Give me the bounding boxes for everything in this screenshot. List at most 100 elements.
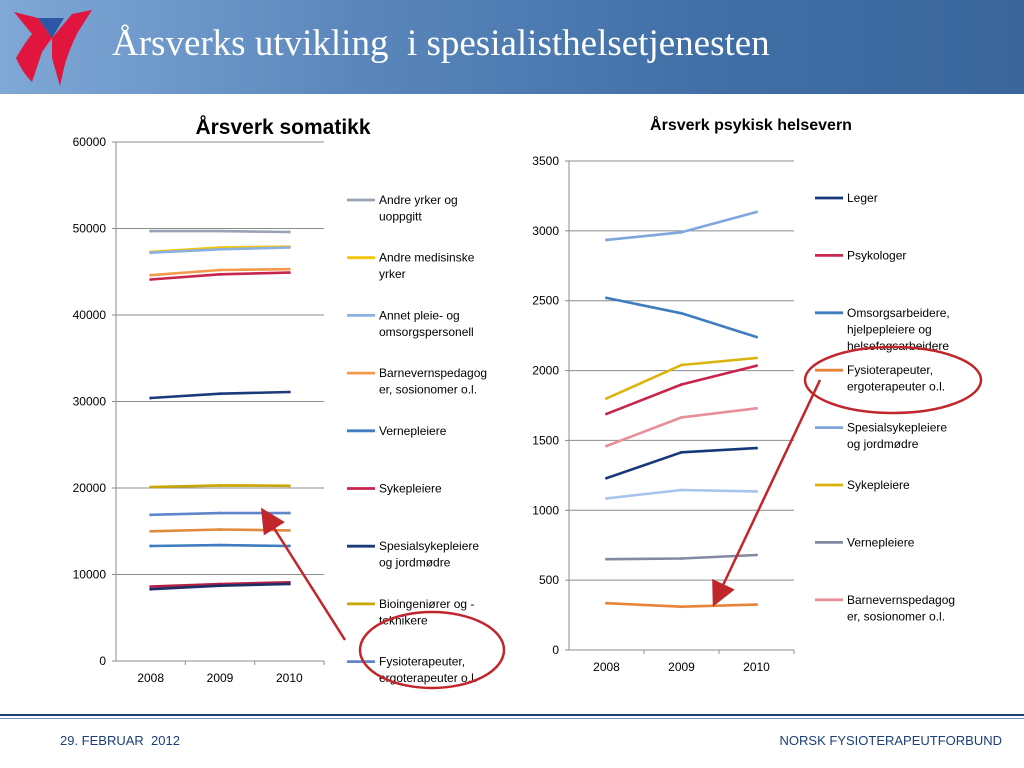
data-point (149, 529, 153, 533)
data-point (218, 584, 222, 588)
data-point (149, 229, 153, 233)
data-point (680, 363, 683, 367)
data-point (605, 476, 608, 480)
y-tick-label: 0 (552, 643, 559, 657)
data-point (755, 406, 758, 410)
data-point (149, 278, 153, 281)
legend-label: Spesialsykepleiere (847, 421, 947, 435)
data-point (149, 513, 153, 517)
x-tick-label: 2008 (593, 660, 620, 674)
legend-label: Spesialsykepleiere (379, 539, 479, 553)
data-point (287, 246, 291, 249)
data-point (755, 553, 758, 557)
x-tick-label: 2010 (276, 671, 303, 685)
legend-label: teknikere (379, 613, 428, 627)
data-point (755, 356, 758, 360)
data-point (218, 392, 222, 396)
y-tick-label: 2000 (532, 364, 559, 378)
data-point (605, 296, 608, 300)
data-point (218, 247, 222, 251)
slide-header: Årsverks utvikling i spesialisthelsetjen… (0, 0, 1024, 94)
x-tick-label: 2009 (668, 660, 695, 674)
y-tick-label: 0 (99, 654, 106, 668)
legend-label: Sykepleiere (847, 478, 910, 492)
legend-label: ergoterapeuter o.l. (847, 380, 945, 394)
legend-label: Andre medisinske (379, 251, 475, 265)
data-point (149, 544, 153, 548)
data-point (149, 251, 153, 255)
data-point (755, 490, 758, 493)
data-point (680, 605, 683, 609)
data-point (149, 396, 153, 400)
data-point (605, 412, 608, 416)
data-point (287, 230, 291, 234)
footer-organization: NORSK FYSIOTERAPEUTFORBUND (779, 733, 1002, 748)
y-tick-label: 50000 (73, 222, 107, 236)
chart-title: Årsverk somatikk (195, 115, 370, 139)
legend-label: og jordmødre (379, 556, 451, 570)
data-point (680, 450, 683, 454)
x-tick-label: 2010 (743, 660, 770, 674)
data-point (287, 484, 291, 488)
data-point (605, 444, 608, 448)
data-point (218, 484, 222, 487)
data-point (287, 511, 291, 515)
data-point (755, 210, 758, 214)
legend-label: Barnevernspedagog (847, 593, 955, 607)
legend-label: Vernepleiere (379, 424, 447, 438)
data-point (218, 268, 222, 272)
y-tick-label: 3000 (532, 224, 559, 238)
legend-label: er, sosionomer o.l. (847, 609, 945, 623)
footer-rule-thin (0, 718, 1024, 719)
data-point (149, 585, 153, 589)
legend-label: uoppgitt (379, 210, 422, 224)
legend-label: yrker (379, 267, 406, 281)
data-point (287, 528, 291, 532)
legend-label: Annet pleie- og (379, 308, 460, 322)
x-tick-label: 2008 (137, 671, 164, 685)
data-point (218, 528, 222, 531)
legend-label: ergoterapeuter o.l. (379, 671, 477, 685)
legend-label: hjelpepleiere og (847, 322, 932, 336)
data-point (149, 273, 153, 277)
legend-label: og jordmødre (847, 437, 919, 451)
legend-label: Vernepleiere (847, 535, 915, 549)
y-tick-label: 20000 (73, 481, 107, 495)
y-tick-label: 1000 (532, 503, 559, 517)
legend-label: Sykepleiere (379, 482, 442, 496)
data-point (755, 364, 758, 368)
legend-label: Fysioterapeuter, (847, 363, 933, 377)
data-point (218, 272, 222, 276)
legend-label: Omsorgsarbeidere, (847, 306, 950, 320)
data-point (149, 587, 153, 591)
data-point (680, 311, 683, 315)
legend-label: Leger (847, 191, 878, 205)
legend-label: omsorgspersonell (379, 325, 474, 339)
series-line-2 (605, 296, 758, 339)
data-point (680, 230, 683, 234)
x-tick-label: 2009 (207, 671, 234, 685)
legend-label: Barnevernspedagog (379, 366, 487, 380)
y-tick-label: 60000 (73, 135, 107, 149)
footer-date: 29. FEBRUAR 2012 (60, 733, 180, 748)
data-point (605, 238, 608, 242)
data-point (755, 603, 758, 606)
footer-rule (0, 714, 1024, 716)
data-point (680, 383, 683, 386)
data-point (605, 497, 608, 500)
y-tick-label: 2500 (532, 294, 559, 308)
y-tick-label: 40000 (73, 308, 107, 322)
legend-label: helsefagsarbeidere (847, 339, 949, 353)
data-point (605, 397, 608, 400)
organization-logo (14, 10, 92, 86)
legend-label: Andre yrker og (379, 193, 458, 207)
data-point (287, 390, 291, 394)
data-point (755, 335, 758, 339)
chart-title: Årsverk psykisk helsevern (650, 115, 852, 134)
y-tick-label: 3500 (532, 154, 559, 168)
data-point (680, 415, 683, 419)
data-point (218, 511, 222, 515)
data-point (605, 557, 608, 561)
legend-label: Fysioterapeuter, (379, 655, 465, 669)
legend-label: Bioingeniører og - (379, 597, 474, 611)
